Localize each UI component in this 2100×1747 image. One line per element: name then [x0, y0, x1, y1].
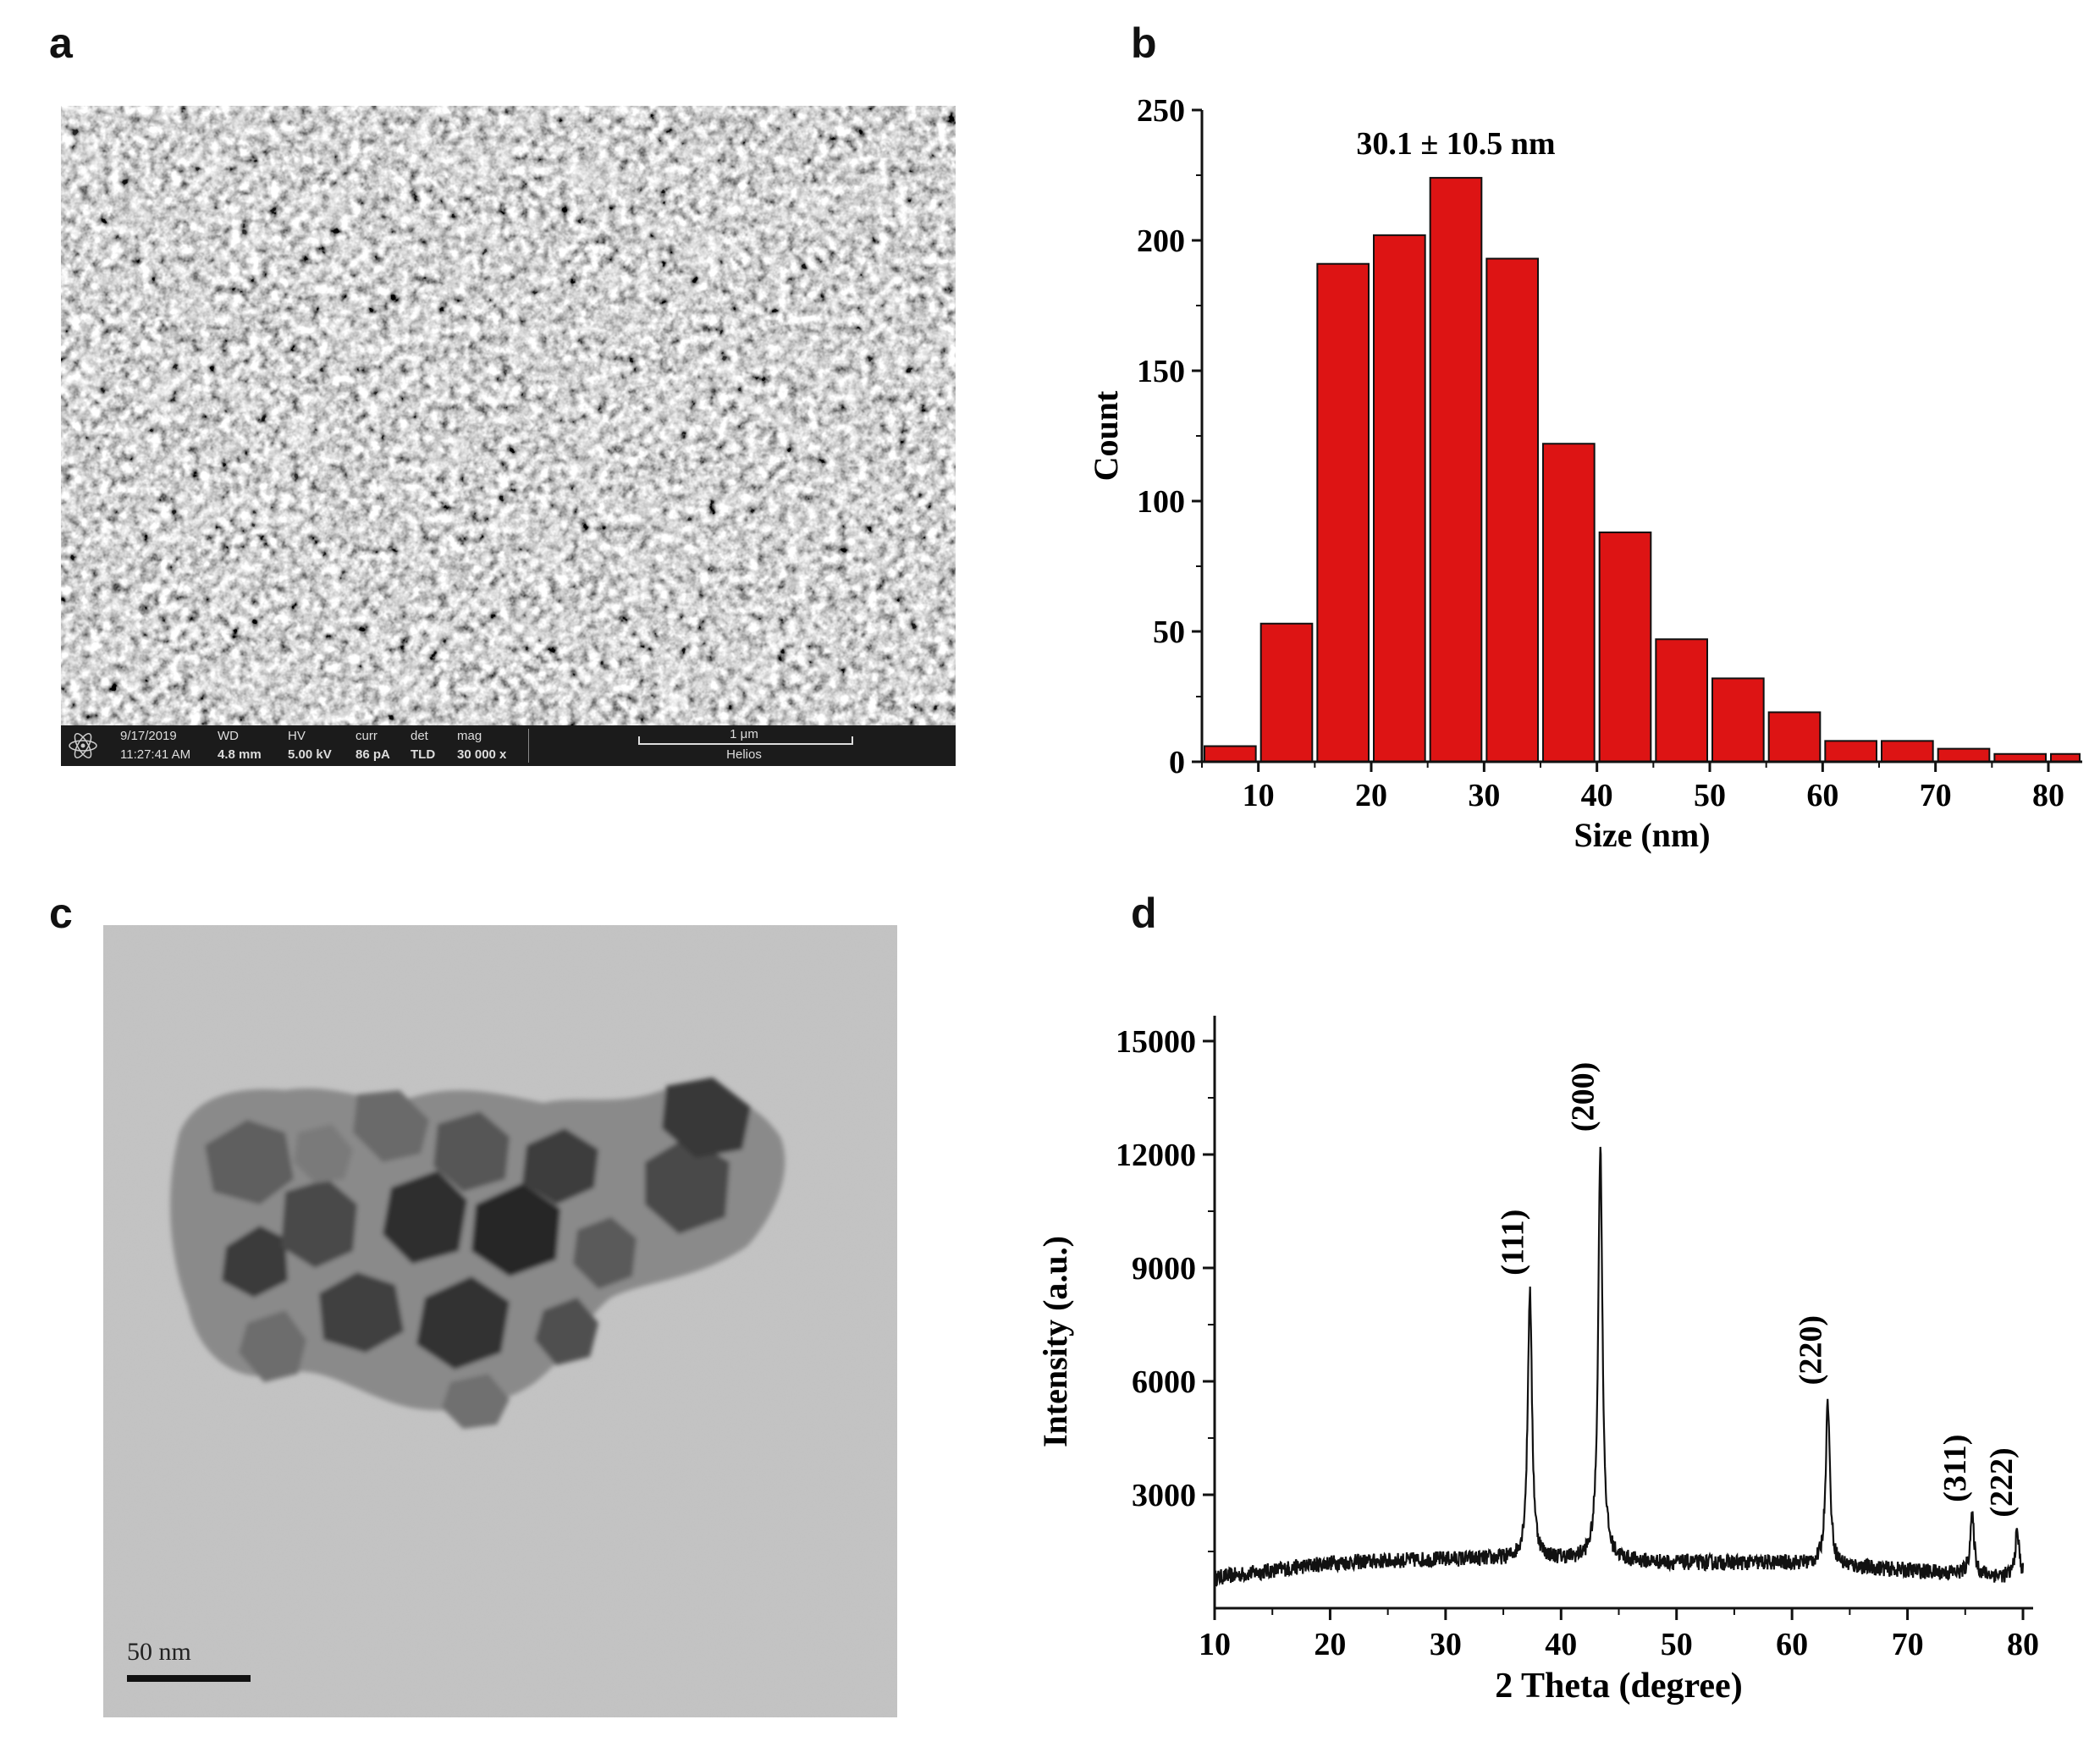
histogram-bar — [1655, 638, 1708, 763]
xrd-pattern: 3000 6000 9000 12000 15000 10 20 30 40 50 60 70 80 2 … — [1036, 1016, 2039, 1706]
x-tick-label: 40 — [1581, 778, 1613, 813]
panel-label-d: d — [1131, 890, 1157, 937]
peak-label: (222) — [1984, 1447, 2020, 1517]
x-tick-label: 40 — [1545, 1627, 1577, 1662]
x-tick-label: 70 — [1892, 1627, 1924, 1662]
tem-scale-bar — [127, 1675, 251, 1682]
histogram-bar — [1542, 443, 1596, 763]
y-tick-label: 100 — [1137, 484, 1185, 520]
histogram-bar — [1429, 177, 1483, 763]
xrd-trace-line — [1213, 1146, 2025, 1587]
y-axis-label: Count — [1087, 390, 1125, 481]
peak-label: (111) — [1495, 1210, 1530, 1276]
histogram-bar — [1881, 740, 1934, 763]
x-tick-label: 20 — [1355, 778, 1387, 813]
databar-hv-label: HV — [288, 729, 306, 743]
size-histogram: 0 50 100 150 200 250 10 20 30 40 50 60 70 80 Size (nm)… — [1087, 93, 2082, 854]
y-tick-label: 50 — [1153, 614, 1185, 650]
histogram-bar — [1316, 262, 1370, 763]
x-tick-label: 20 — [1314, 1627, 1346, 1662]
databar-date: 9/17/2019 — [120, 729, 177, 743]
x-tick-label: 50 — [1694, 778, 1726, 813]
panel-label-a: a — [49, 19, 73, 67]
tem-scale-label: 50 nm — [127, 1638, 191, 1666]
y-tick-label: 200 — [1137, 223, 1185, 259]
databar-det-value: TLD — [411, 747, 436, 762]
databar-curr-label: curr — [356, 729, 378, 743]
peak-label: (200) — [1566, 1062, 1601, 1132]
x-tick-label: 80 — [2007, 1627, 2039, 1662]
histogram-bar — [1485, 257, 1540, 763]
databar-mag-value: 30 000 x — [457, 747, 507, 762]
panel-label-b: b — [1131, 19, 1157, 67]
histogram-bar — [1937, 747, 1991, 763]
databar-instrument: Helios — [726, 747, 762, 762]
histogram-bar — [1259, 622, 1314, 763]
y-tick-label: 250 — [1137, 93, 1185, 129]
databar-divider — [528, 729, 529, 763]
sem-databar: 9/17/2019 11:27:41 AM WD 4.8 mm HV 5.00 … — [61, 725, 956, 766]
mean-size-annotation: 30.1 ± 10.5 nm — [1356, 126, 1555, 162]
databar-hv-value: 5.00 kV — [288, 747, 332, 762]
databar-curr-value: 86 pA — [356, 747, 390, 762]
x-axis-label: Size (nm) — [1574, 816, 1710, 854]
x-tick-label: 60 — [1776, 1627, 1808, 1662]
peak-label: (311) — [1937, 1435, 1973, 1502]
x-tick-label: 60 — [1806, 778, 1838, 813]
sem-micrograph: 9/17/2019 11:27:41 AM WD 4.8 mm HV 5.00 … — [61, 106, 956, 766]
y-tick-label: 3000 — [1132, 1478, 1196, 1513]
x-tick-label: 70 — [1920, 778, 1952, 813]
databar-mag-label: mag — [457, 729, 482, 743]
databar-scale-label: 1 μm — [730, 727, 758, 741]
histogram-bar — [1373, 234, 1426, 763]
histogram-bar — [1204, 745, 1257, 763]
x-tick-label: 80 — [2032, 778, 2064, 813]
x-tick-label: 50 — [1661, 1627, 1693, 1662]
y-tick-label: 6000 — [1132, 1364, 1196, 1400]
y-tick-label: 12000 — [1116, 1138, 1196, 1173]
sem-image — [61, 106, 956, 766]
databar-wd-label: WD — [218, 729, 239, 743]
databar-scale-bar — [638, 736, 853, 745]
panel-label-c: c — [49, 890, 73, 937]
y-tick-label: 0 — [1169, 745, 1185, 780]
histogram-bar — [1824, 740, 1877, 763]
x-axis-label: 2 Theta (degree) — [1495, 1667, 1742, 1706]
databar-det-label: det — [411, 729, 428, 743]
fei-logo-icon — [69, 733, 97, 758]
y-tick-label: 15000 — [1116, 1024, 1196, 1060]
x-tick-label: 10 — [1199, 1627, 1231, 1662]
x-tick-label: 30 — [1468, 778, 1500, 813]
y-tick-label: 150 — [1137, 354, 1185, 389]
tem-micrograph: 50 nm — [103, 925, 897, 1717]
histogram-bar — [1598, 531, 1652, 763]
x-tick-label: 30 — [1430, 1627, 1462, 1662]
x-tick-label: 10 — [1243, 778, 1275, 813]
databar-wd-value: 4.8 mm — [218, 747, 262, 762]
peak-label: (220) — [1793, 1315, 1828, 1385]
y-tick-label: 9000 — [1132, 1251, 1196, 1287]
histogram-bar — [1767, 711, 1822, 763]
tem-image — [103, 925, 897, 1717]
nanoparticle-cluster — [170, 1077, 785, 1429]
databar-time: 11:27:41 AM — [120, 747, 191, 762]
histogram-bar — [1711, 677, 1765, 763]
y-axis-label: Intensity (a.u.) — [1036, 1236, 1074, 1447]
